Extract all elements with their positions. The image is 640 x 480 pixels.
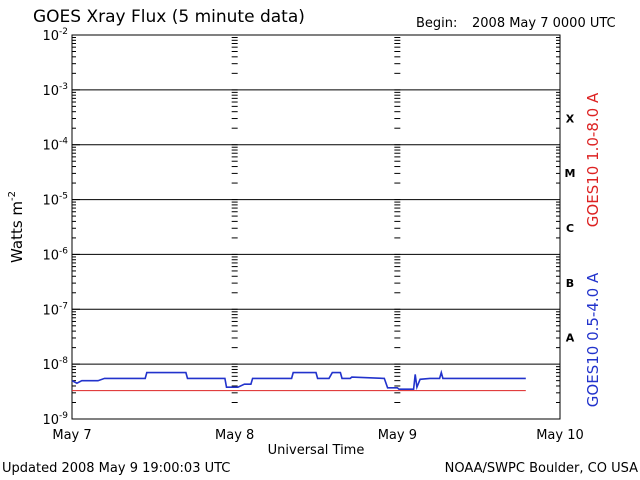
begin-value: 2008 May 7 0000 UTC <box>472 16 616 31</box>
x-tick-label: May 7 <box>52 428 91 443</box>
x-tick-label: May 9 <box>378 428 417 443</box>
chart-title: GOES Xray Flux (5 minute data) <box>33 7 305 27</box>
plot-frame <box>71 34 561 420</box>
y-tick-label: 10-3 <box>42 82 68 99</box>
flare-class-label: C <box>566 222 574 235</box>
y-tick-label: 10-8 <box>42 356 68 373</box>
y-tick-label: 10-4 <box>42 137 68 154</box>
legend-label-short: GOES10 0.5-4.0 A <box>584 272 602 407</box>
flare-class-label: B <box>566 277 574 290</box>
updated-timestamp: Updated 2008 May 9 19:00:03 UTC <box>2 461 231 476</box>
x-tick-label: May 8 <box>215 428 254 443</box>
flare-class-label: A <box>566 332 575 345</box>
series-line-short <box>71 369 526 391</box>
begin-label: Begin: <box>416 16 458 31</box>
flare-class-label: X <box>566 112 575 125</box>
x-tick-label: May 10 <box>536 428 584 443</box>
y-axis-label: Watts m-2 <box>7 191 26 263</box>
y-tick-label: 10-5 <box>42 192 68 209</box>
credit-text: NOAA/SWPC Boulder, CO USA <box>444 461 638 476</box>
y-tick-label: 10-6 <box>42 246 68 263</box>
y-tick-label: 10-2 <box>42 27 68 44</box>
y-tick-label: 10-7 <box>42 301 68 318</box>
x-axis-label: Universal Time <box>268 443 365 458</box>
legend-label-long: GOES10 1.0-8.0 A <box>584 92 602 227</box>
flare-class-label: M <box>565 167 576 180</box>
y-tick-label: 10-9 <box>42 411 68 428</box>
